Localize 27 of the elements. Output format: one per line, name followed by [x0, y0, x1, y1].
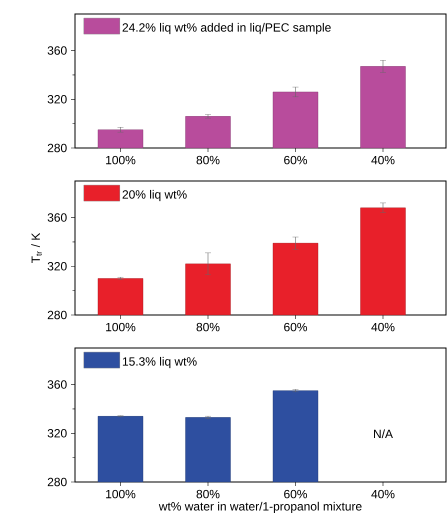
x-tick-label: 40%: [371, 490, 395, 498]
x-tick-label: 40%: [371, 156, 395, 164]
y-tick-label: 320: [48, 429, 67, 438]
y-axis-title: T$_{tr}$ / K: [31, 232, 42, 264]
x-tick-label: 60%: [284, 322, 308, 332]
y-tick-label: 360: [48, 380, 67, 389]
legend-label: 20% liq wt%: [122, 190, 187, 202]
x-tick-label: 80%: [196, 322, 220, 332]
y-tick-label: 360: [48, 213, 67, 222]
x-tick-label: 100%: [106, 322, 136, 332]
y-tick-label: 320: [48, 95, 67, 104]
y-tick-label: 280: [48, 144, 67, 152]
x-tick-label: 80%: [196, 156, 220, 164]
x-tick-label: 100%: [106, 490, 136, 498]
x-axis-title: wt% water in water/1-propanol mixture: [158, 502, 362, 513]
x-tick-label: 100%: [106, 156, 136, 164]
legend-label: 24.2% liq wt% added in liq/PEC sample: [122, 22, 331, 34]
legend-label: 15.3% liq wt%: [122, 356, 197, 368]
x-tick-label: 40%: [371, 322, 395, 332]
x-tick-label: 60%: [284, 490, 308, 498]
y-tick-label: 360: [48, 46, 67, 55]
y-tick-label: 320: [48, 262, 67, 270]
y-tick-label: 280: [48, 310, 67, 320]
x-tick-label: 80%: [196, 490, 220, 498]
annotation: N/A: [374, 429, 393, 438]
y-tick-label: 280: [48, 478, 67, 486]
x-tick-label: 60%: [284, 156, 308, 164]
